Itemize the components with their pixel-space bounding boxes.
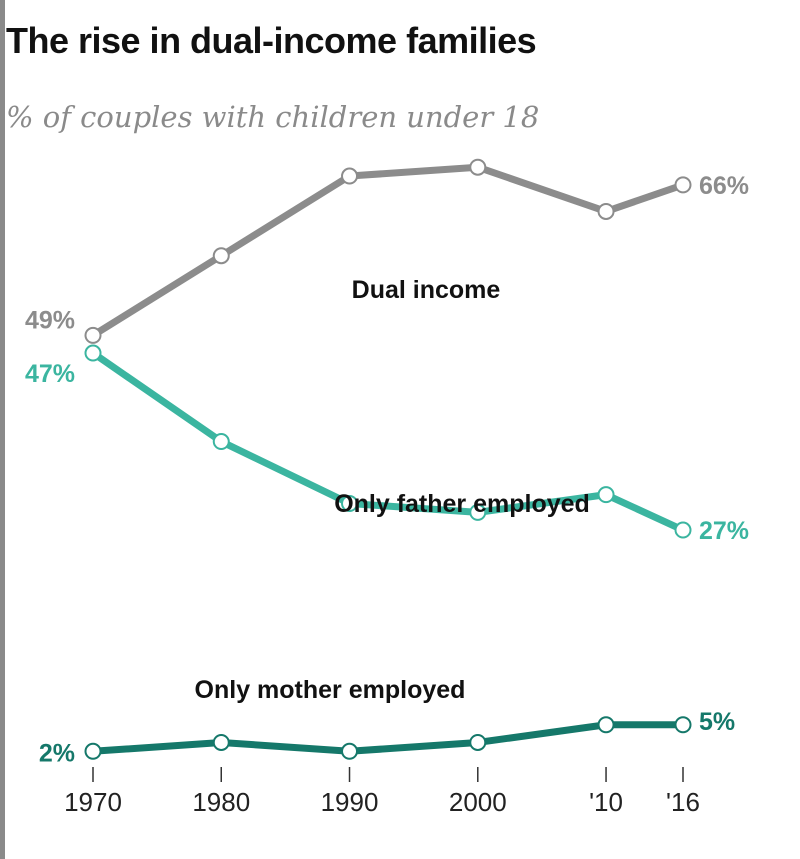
dual-income-point (84, 326, 102, 344)
only-father-employed-line (89, 349, 687, 534)
chart-title: The rise in dual-income families (6, 20, 537, 61)
only-mother-employed-point (341, 742, 359, 760)
only-father-employed-point (674, 521, 692, 539)
only-mother-employed-point (84, 742, 102, 760)
x-tick-label: '10 (589, 787, 623, 817)
x-tick-label: 2000 (449, 787, 507, 817)
only-father-employed-point (597, 486, 615, 504)
only-father-employed-end-label: 27% (699, 517, 749, 545)
dual-income-point (674, 176, 692, 194)
dual-income-point (469, 158, 487, 176)
only-mother-employed-point (212, 733, 230, 751)
dual-income-series-label: Dual income (352, 276, 501, 304)
only-father-employed-point (212, 433, 230, 451)
x-tick-label: '16 (666, 787, 700, 817)
only-father-employed-start-label: 47% (25, 360, 75, 388)
only-mother-employed-point (597, 716, 615, 734)
only-mother-employed-point (674, 716, 692, 734)
x-tick-label: 1990 (321, 787, 379, 817)
dual-income-point (597, 202, 615, 220)
only-mother-employed-line (89, 721, 687, 755)
only-mother-employed-point (469, 733, 487, 751)
dual-income-start-label: 49% (25, 306, 75, 334)
only-mother-employed-series-label: Only mother employed (195, 676, 466, 704)
only-mother-employed-start-label: 2% (39, 739, 75, 767)
left-edge-rule (0, 0, 5, 859)
dual-income-end-label: 66% (699, 172, 749, 200)
x-tick-label: 1970 (64, 787, 122, 817)
x-tick-label: 1980 (192, 787, 250, 817)
only-father-employed-point (469, 503, 487, 521)
only-father-employed-point (341, 495, 359, 512)
dual-income-line (89, 163, 687, 339)
only-father-employed-series-label: Only father employed (334, 490, 590, 518)
dual-income-point (212, 247, 230, 265)
dual-income-point (341, 167, 359, 185)
only-father-employed-point (84, 344, 102, 362)
chart-subtitle: % of couples with children under 18 (6, 100, 540, 134)
only-mother-employed-end-label: 5% (699, 708, 735, 736)
